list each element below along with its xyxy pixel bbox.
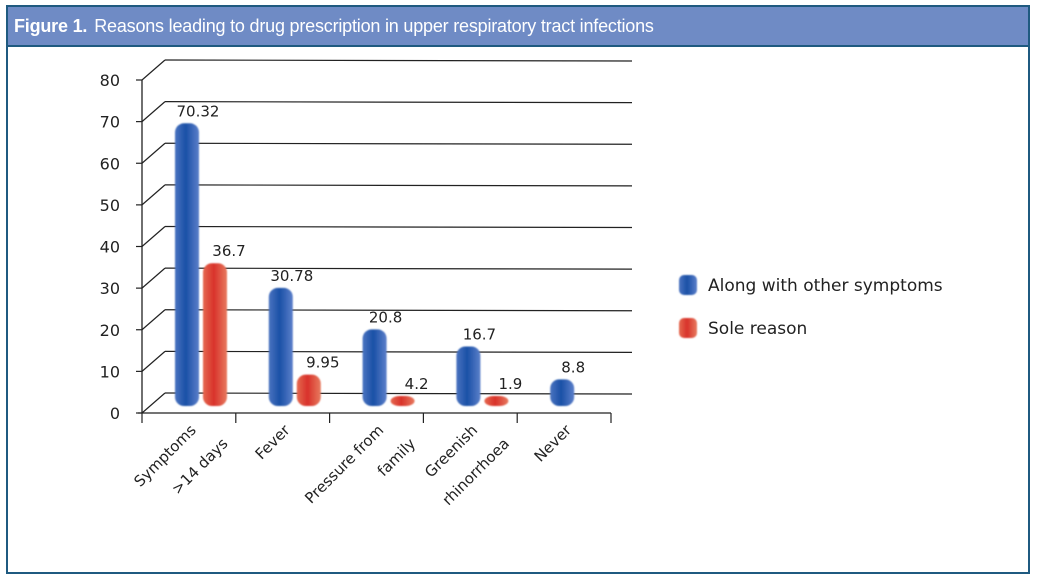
figure-title-text: Reasons leading to drug prescription in … [94, 16, 654, 36]
y-tick-label: 70 [100, 113, 120, 132]
y-tick-label: 40 [100, 238, 120, 257]
gridline [164, 350, 633, 353]
gridline-depth [141, 142, 166, 164]
bar-along-with-other-symptoms [362, 329, 387, 406]
gridline [164, 184, 633, 187]
x-tick-label-line: family [374, 434, 420, 480]
gridline [164, 309, 633, 312]
gridline-depth [141, 350, 166, 372]
gridline-depth [141, 267, 166, 289]
figure-label: Figure 1. [14, 16, 88, 36]
data-label: 36.7 [212, 242, 245, 260]
y-tick-label: 30 [100, 279, 120, 298]
bar-along-with-other-symptoms [456, 346, 481, 406]
legend-label: Sole reason [708, 319, 807, 339]
x-tick-label-line: Never [531, 421, 576, 466]
bar-sole-reason [203, 263, 227, 406]
x-tick-label-line: Fever [252, 421, 295, 464]
data-label: 8.8 [561, 358, 585, 376]
data-label: 70.32 [177, 102, 220, 120]
gridline-depth [141, 392, 166, 414]
gridline-depth [141, 101, 166, 123]
gridline-depth [141, 59, 166, 81]
x-tick-label: Symptoms>14 days [130, 421, 231, 498]
data-label: 4.2 [405, 375, 429, 393]
gridline [164, 267, 633, 270]
legend: Along with other symptoms Sole reason [679, 275, 943, 339]
y-tick-label: 0 [110, 404, 120, 423]
bar-along-with-other-symptoms [175, 123, 199, 406]
x-tick-label: Fever [252, 421, 295, 464]
gridline [164, 101, 633, 104]
figure-title: Figure 1. Reasons leading to drug prescri… [14, 16, 654, 37]
data-label: 9.95 [306, 354, 339, 372]
y-tick-label: 20 [100, 321, 120, 340]
bar-sole-reason [390, 396, 415, 406]
figure-title-bar: Figure 1. Reasons leading to drug prescri… [8, 7, 1028, 47]
gridline-depth [141, 184, 166, 206]
gridline [164, 225, 633, 229]
y-tick-label: 80 [100, 71, 120, 90]
bar-sole-reason [296, 374, 321, 406]
y-tick-label: 60 [100, 154, 120, 173]
gridline [164, 59, 633, 62]
bar-sole-reason [484, 396, 509, 406]
bar-along-with-other-symptoms [268, 287, 293, 406]
x-tick-label: Never [531, 421, 576, 466]
y-tick-label: 10 [100, 362, 120, 381]
data-label: 1.9 [498, 375, 522, 393]
bar-along-with-other-symptoms [550, 379, 575, 406]
data-label: 30.78 [270, 267, 313, 285]
legend-swatch [679, 318, 697, 338]
data-labels: 70.32 30.78 20.8 16.7 8.8 36.7 9.95 4.2 1.9 [177, 102, 586, 393]
data-label: 20.8 [369, 308, 402, 326]
gridline-depth [141, 226, 166, 247]
gridline [164, 142, 633, 145]
y-tick-label: 50 [100, 196, 120, 215]
legend-label: Along with other symptoms [708, 276, 943, 296]
gridlines [141, 59, 633, 414]
legend-swatch [679, 275, 697, 295]
data-label: 16.7 [463, 325, 496, 343]
bars [175, 123, 575, 406]
gridline-depth [141, 309, 166, 331]
x-tick-label-line: Pressure from [301, 421, 387, 507]
